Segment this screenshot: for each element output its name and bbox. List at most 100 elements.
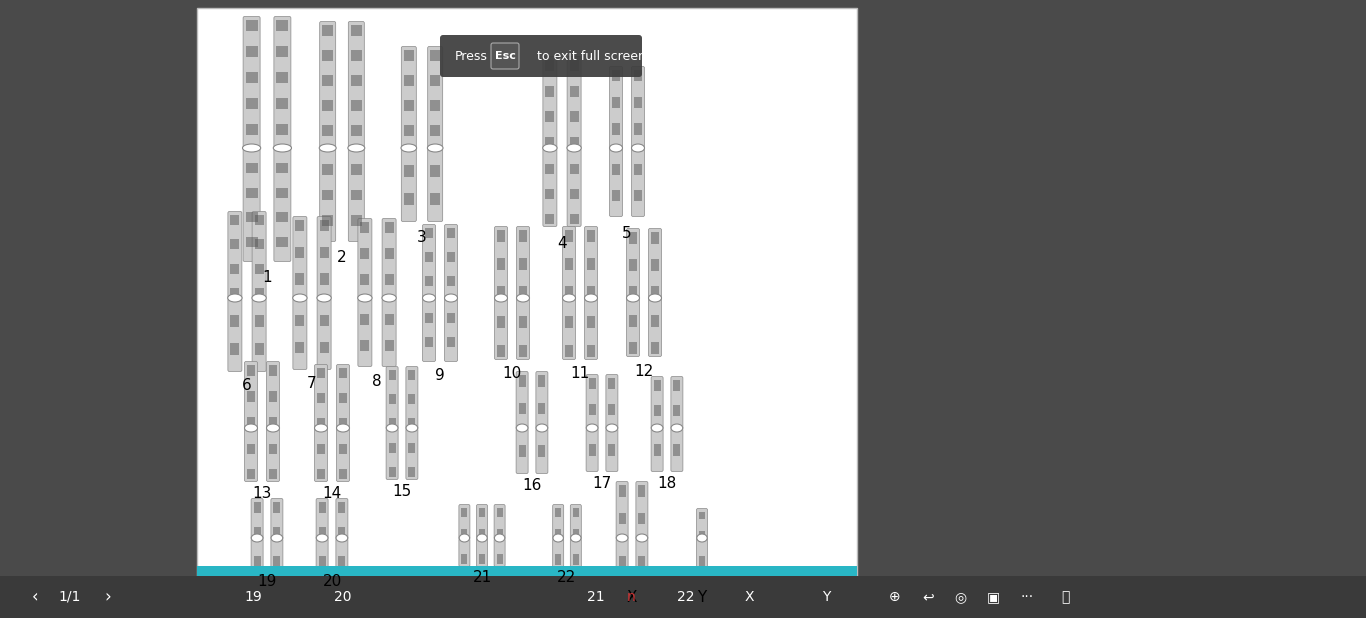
Text: ···: ··· bbox=[1020, 590, 1034, 604]
Ellipse shape bbox=[627, 294, 639, 302]
FancyBboxPatch shape bbox=[292, 298, 307, 370]
Bar bbox=[408, 418, 415, 428]
Ellipse shape bbox=[459, 534, 470, 542]
FancyBboxPatch shape bbox=[428, 148, 443, 221]
Bar bbox=[339, 502, 346, 513]
Bar bbox=[653, 380, 661, 391]
Bar bbox=[339, 393, 347, 403]
FancyBboxPatch shape bbox=[382, 298, 396, 366]
FancyBboxPatch shape bbox=[542, 56, 557, 150]
Bar bbox=[322, 164, 333, 175]
Bar bbox=[254, 288, 264, 298]
Bar bbox=[276, 212, 288, 222]
Bar bbox=[497, 286, 505, 298]
FancyBboxPatch shape bbox=[266, 428, 280, 481]
Bar bbox=[628, 232, 637, 243]
Bar bbox=[587, 258, 596, 270]
Bar bbox=[612, 70, 620, 82]
FancyBboxPatch shape bbox=[490, 43, 519, 69]
Bar bbox=[273, 556, 280, 569]
Bar bbox=[351, 190, 362, 200]
Text: 1: 1 bbox=[262, 271, 272, 286]
Text: 21: 21 bbox=[473, 570, 492, 585]
Text: 20: 20 bbox=[335, 590, 352, 604]
Bar bbox=[566, 316, 572, 328]
Bar bbox=[404, 125, 414, 135]
FancyBboxPatch shape bbox=[542, 148, 557, 227]
Bar bbox=[322, 50, 333, 61]
Bar bbox=[247, 391, 255, 402]
Ellipse shape bbox=[251, 534, 262, 542]
Text: 15: 15 bbox=[392, 485, 411, 499]
Bar bbox=[322, 125, 333, 135]
Text: 4: 4 bbox=[557, 235, 567, 250]
Ellipse shape bbox=[320, 144, 336, 152]
Text: 7: 7 bbox=[307, 376, 317, 391]
Bar bbox=[408, 467, 415, 477]
Bar bbox=[555, 554, 561, 565]
Bar bbox=[587, 344, 596, 357]
Bar bbox=[246, 237, 258, 247]
FancyBboxPatch shape bbox=[228, 211, 242, 300]
Bar bbox=[231, 288, 239, 298]
FancyBboxPatch shape bbox=[477, 538, 488, 567]
FancyBboxPatch shape bbox=[270, 538, 283, 572]
Bar bbox=[388, 467, 396, 477]
Bar bbox=[273, 502, 280, 513]
FancyBboxPatch shape bbox=[406, 428, 418, 480]
Bar bbox=[247, 365, 255, 376]
Bar bbox=[246, 124, 258, 135]
Bar bbox=[246, 98, 258, 109]
Ellipse shape bbox=[228, 294, 242, 302]
Bar bbox=[388, 370, 396, 380]
Bar bbox=[570, 188, 579, 199]
Bar bbox=[273, 527, 280, 538]
FancyBboxPatch shape bbox=[228, 298, 242, 371]
Bar bbox=[447, 313, 455, 323]
FancyBboxPatch shape bbox=[243, 148, 260, 261]
Bar bbox=[572, 554, 579, 565]
Bar bbox=[430, 165, 440, 177]
Bar bbox=[408, 394, 415, 404]
Bar bbox=[652, 286, 658, 298]
Bar bbox=[497, 554, 503, 564]
Bar bbox=[462, 508, 467, 517]
Text: ›: › bbox=[105, 588, 112, 606]
Ellipse shape bbox=[348, 144, 365, 152]
FancyBboxPatch shape bbox=[320, 148, 336, 242]
Ellipse shape bbox=[571, 534, 581, 542]
Ellipse shape bbox=[553, 534, 563, 542]
Bar bbox=[385, 222, 393, 233]
Bar bbox=[430, 75, 440, 85]
Bar bbox=[589, 378, 596, 389]
FancyBboxPatch shape bbox=[585, 298, 597, 360]
Bar bbox=[652, 259, 658, 271]
Bar bbox=[634, 190, 642, 201]
Bar bbox=[197, 8, 856, 606]
FancyBboxPatch shape bbox=[275, 148, 291, 261]
Bar bbox=[587, 230, 596, 242]
Bar bbox=[231, 315, 239, 327]
Bar bbox=[231, 263, 239, 274]
Ellipse shape bbox=[609, 144, 623, 152]
FancyBboxPatch shape bbox=[348, 148, 365, 242]
Bar bbox=[545, 213, 555, 224]
Bar bbox=[246, 46, 258, 57]
FancyBboxPatch shape bbox=[697, 538, 708, 586]
Bar bbox=[545, 137, 555, 148]
Ellipse shape bbox=[535, 424, 548, 432]
Text: 17: 17 bbox=[593, 476, 612, 491]
Bar bbox=[351, 125, 362, 135]
FancyBboxPatch shape bbox=[631, 148, 645, 216]
Bar bbox=[673, 405, 680, 415]
Bar bbox=[351, 100, 362, 111]
FancyBboxPatch shape bbox=[275, 17, 291, 150]
FancyBboxPatch shape bbox=[570, 504, 582, 540]
Bar bbox=[430, 193, 440, 205]
Bar bbox=[608, 378, 616, 389]
FancyBboxPatch shape bbox=[336, 365, 350, 430]
Bar bbox=[320, 342, 329, 353]
FancyBboxPatch shape bbox=[616, 538, 628, 586]
Text: 8: 8 bbox=[372, 373, 382, 389]
FancyBboxPatch shape bbox=[387, 428, 398, 480]
